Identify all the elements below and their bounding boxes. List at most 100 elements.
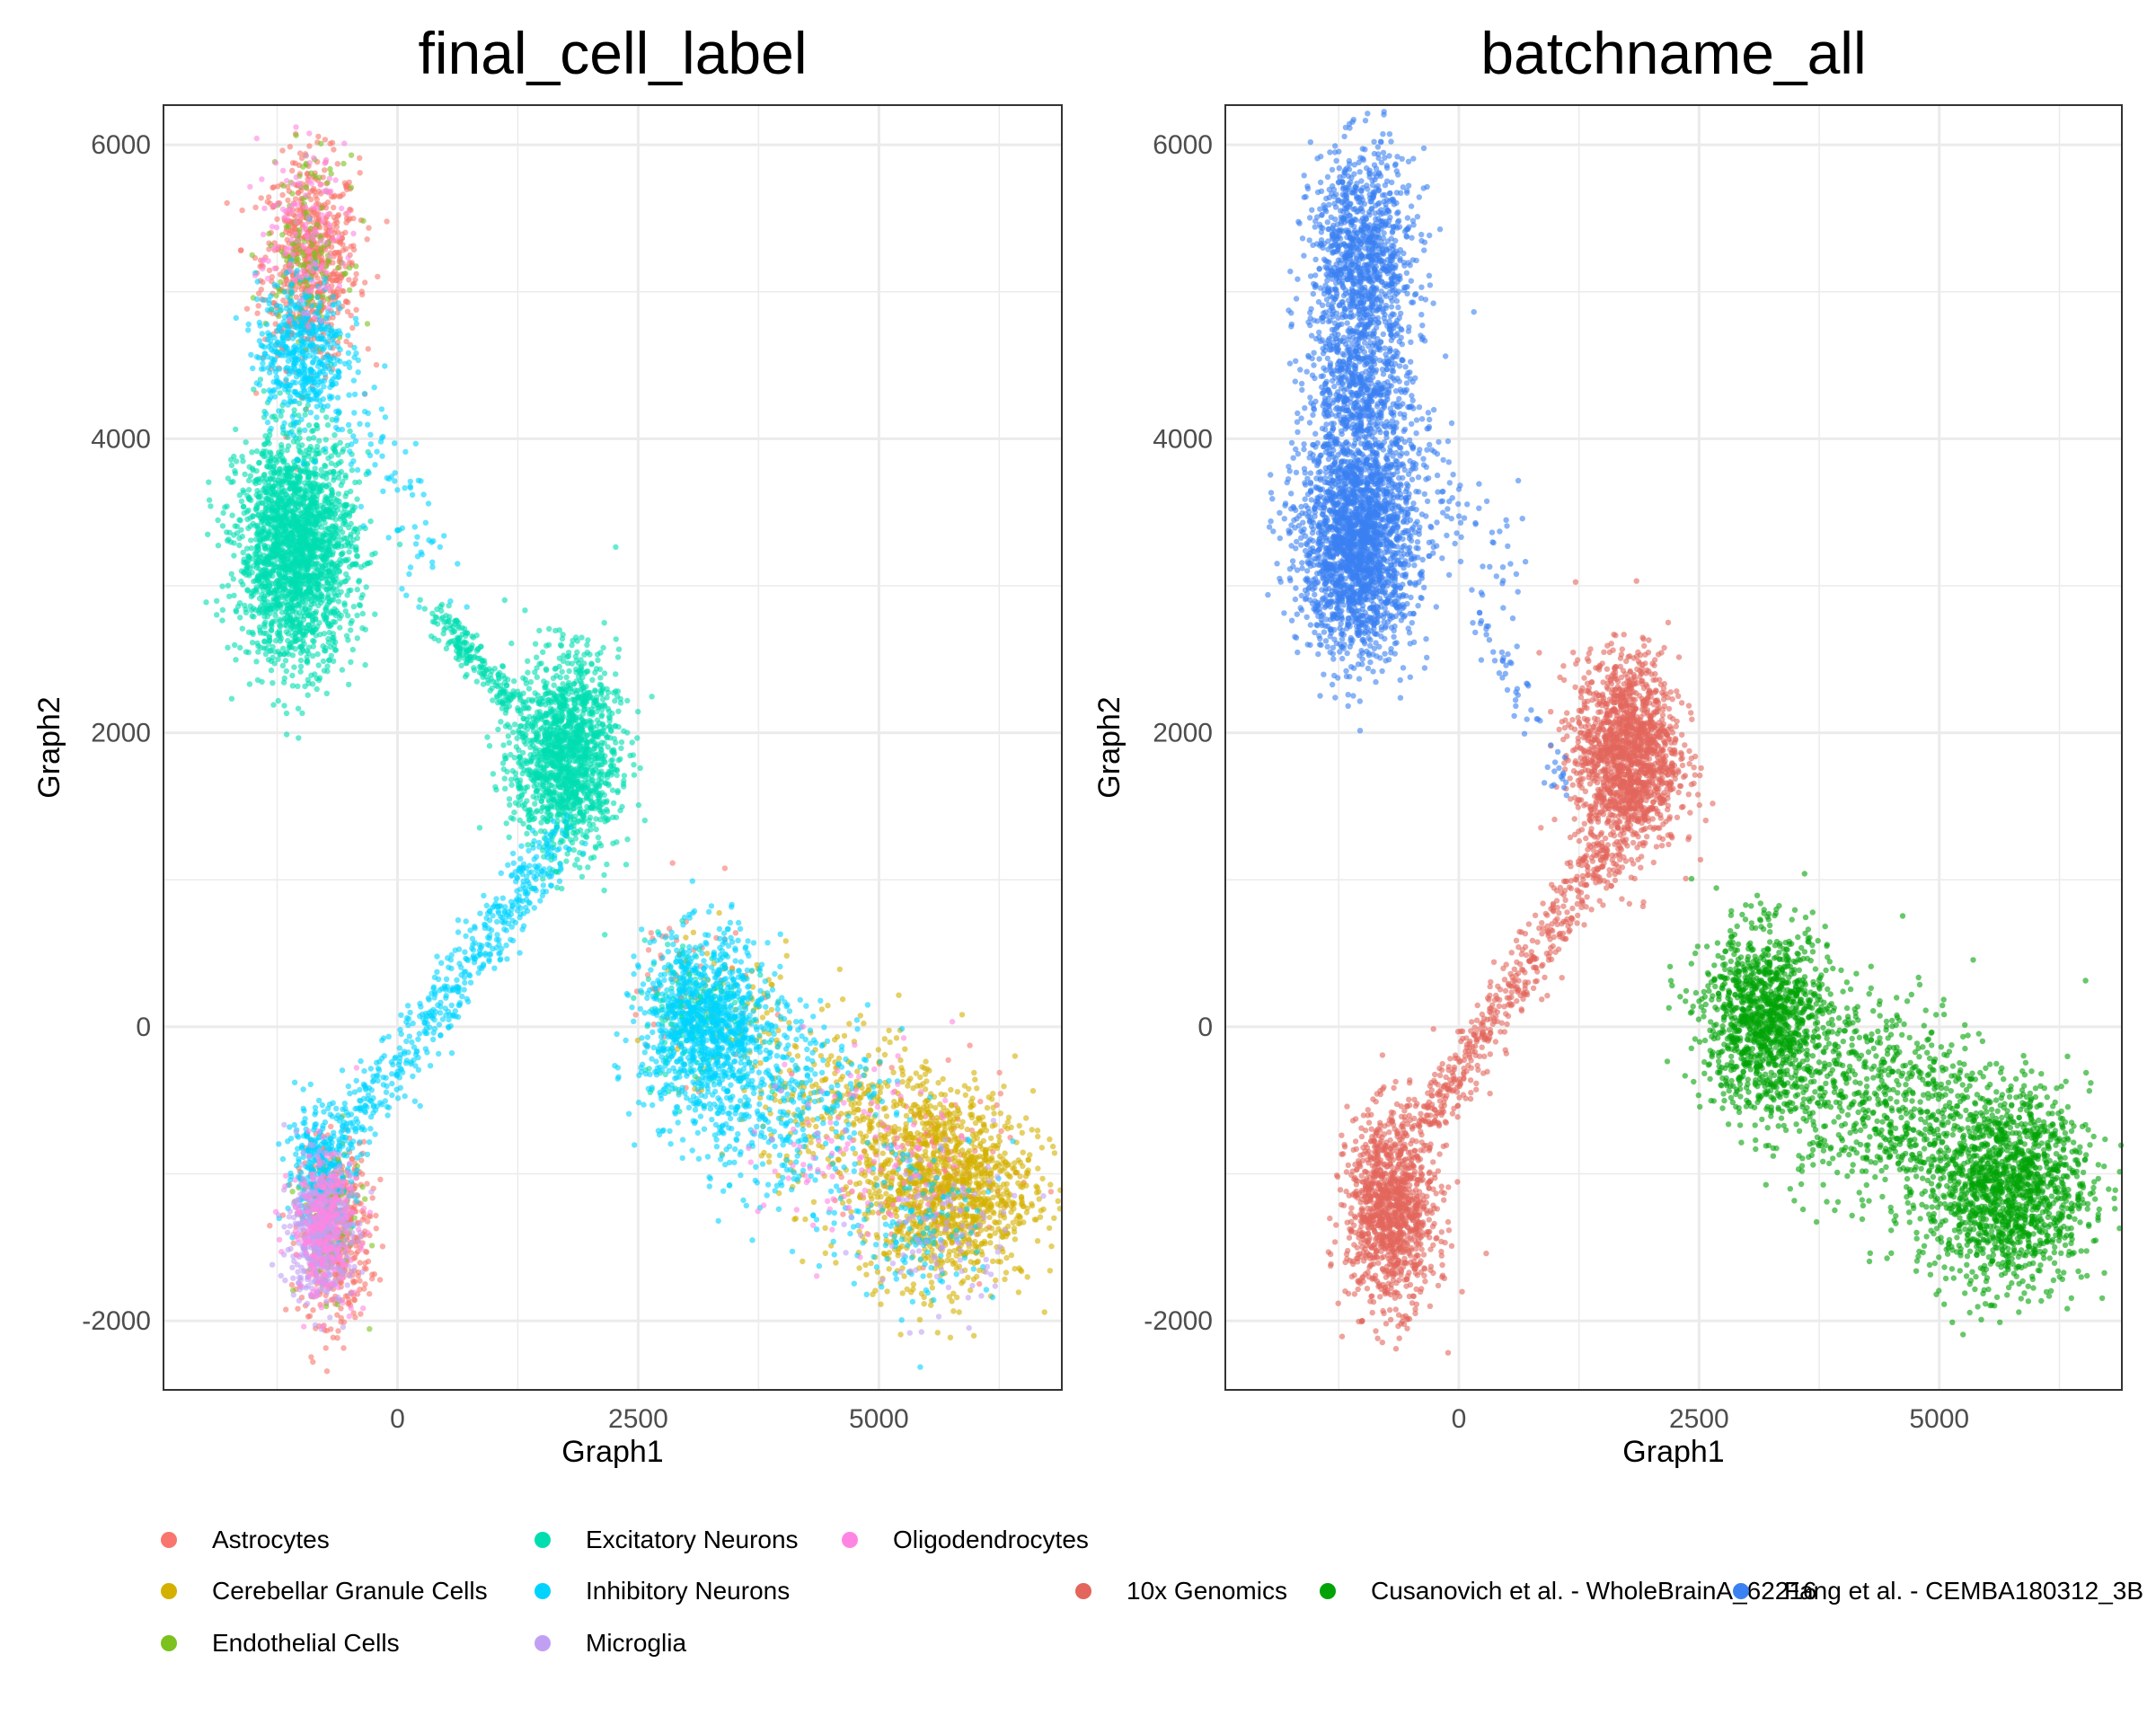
point: [958, 1163, 965, 1169]
point: [237, 644, 243, 651]
point: [1029, 1202, 1036, 1209]
point: [1005, 1114, 1012, 1121]
point: [266, 267, 273, 274]
point: [357, 170, 363, 176]
point: [928, 1279, 935, 1286]
point: [274, 216, 280, 223]
point: [846, 1021, 853, 1027]
point: [912, 1101, 919, 1108]
point: [285, 197, 291, 204]
point: [908, 1289, 915, 1296]
point: [822, 1225, 828, 1232]
point: [1015, 1220, 1021, 1227]
point: [1003, 1254, 1010, 1261]
point: [253, 477, 261, 483]
point: [341, 579, 348, 585]
point: [268, 667, 275, 674]
point: [879, 1150, 886, 1156]
point: [283, 1306, 289, 1313]
point: [974, 1273, 980, 1280]
point: [316, 438, 323, 444]
point: [323, 483, 330, 490]
point: [343, 338, 349, 345]
point: [228, 462, 235, 469]
point: [334, 1312, 340, 1318]
point: [289, 672, 296, 679]
point: [239, 625, 245, 632]
point: [312, 564, 318, 571]
point: [975, 1181, 981, 1187]
point: [347, 287, 353, 293]
point: [359, 610, 366, 617]
point: [1000, 1198, 1007, 1205]
point: [359, 1184, 366, 1190]
point: [794, 1053, 801, 1059]
point: [1020, 1149, 1026, 1155]
point: [1051, 1150, 1058, 1156]
point: [346, 179, 352, 186]
point: [233, 657, 239, 663]
point: [317, 245, 323, 252]
point: [997, 1091, 1004, 1097]
point: [249, 640, 256, 646]
point: [878, 1193, 884, 1200]
point: [732, 930, 739, 936]
point: [948, 1137, 954, 1145]
point: [1038, 1208, 1045, 1214]
point: [835, 1156, 842, 1163]
point: [881, 1214, 888, 1221]
point: [886, 1196, 892, 1202]
point: [244, 516, 251, 523]
point: [988, 1225, 995, 1232]
point: [959, 1012, 966, 1018]
point: [331, 585, 337, 591]
point: [936, 1168, 942, 1175]
point: [873, 1175, 879, 1181]
point: [343, 490, 349, 497]
point: [334, 229, 341, 235]
point: [1029, 1088, 1037, 1094]
point: [1008, 1252, 1015, 1259]
point: [782, 938, 789, 944]
point: [293, 132, 299, 138]
point: [822, 1076, 828, 1084]
point: [331, 214, 337, 220]
point: [340, 288, 347, 295]
point: [907, 1075, 914, 1082]
point: [329, 501, 335, 509]
point: [973, 1217, 979, 1224]
point: [965, 1274, 971, 1281]
point: [935, 1080, 941, 1086]
point: [219, 523, 226, 529]
point: [283, 731, 290, 738]
point: [808, 1139, 814, 1146]
point: [343, 219, 349, 226]
point: [1023, 1209, 1030, 1216]
point: [981, 1156, 988, 1163]
point: [289, 1189, 296, 1195]
point: [354, 612, 360, 619]
point: [365, 1218, 371, 1225]
point: [245, 553, 252, 560]
point: [274, 506, 281, 512]
point: [921, 1294, 927, 1301]
point: [933, 1135, 940, 1141]
point: [941, 1120, 947, 1127]
point: [215, 543, 222, 549]
point: [285, 223, 292, 230]
point: [923, 1148, 929, 1154]
point: [881, 1051, 888, 1058]
point: [975, 1231, 982, 1237]
point: [923, 1078, 930, 1084]
point: [258, 195, 264, 201]
point: [993, 1277, 999, 1284]
point: [893, 1035, 900, 1041]
point: [208, 503, 214, 509]
point: [334, 161, 340, 167]
point: [1025, 1157, 1031, 1163]
point: [899, 1243, 906, 1250]
point: [346, 277, 352, 283]
point: [287, 144, 294, 150]
panel-final-cell-label: final_cell_label 0 2500 5000-2000020004000…: [32, 20, 1064, 1469]
point: [314, 450, 321, 456]
